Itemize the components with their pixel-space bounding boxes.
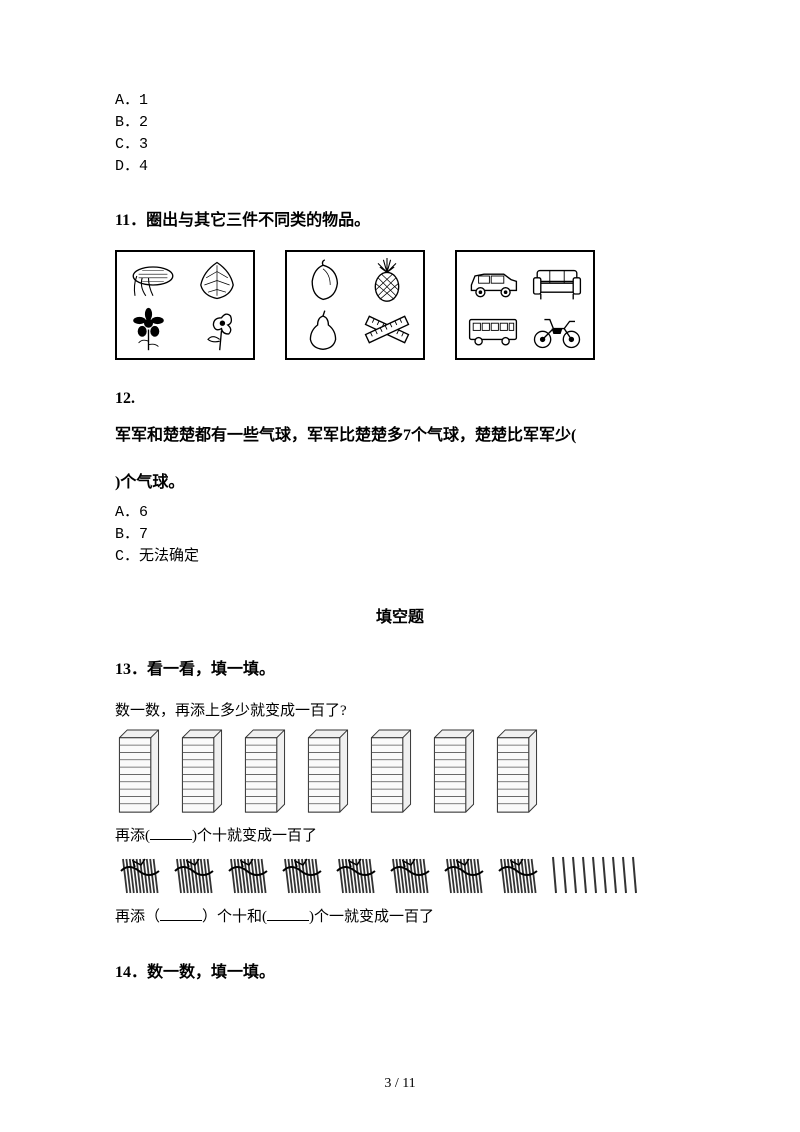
ten-block bbox=[367, 728, 415, 816]
sofa-icon bbox=[527, 258, 587, 303]
fill2-prefix: 再添（ bbox=[115, 909, 160, 925]
option-c: C．3 bbox=[115, 134, 685, 156]
stick-bundle bbox=[493, 853, 543, 897]
fill2-mid: ）个十和( bbox=[202, 909, 267, 925]
bus-icon bbox=[463, 307, 523, 352]
image-box-3 bbox=[455, 250, 595, 360]
flower-icon bbox=[123, 307, 183, 352]
stick-bundle bbox=[115, 853, 165, 897]
motorcycle-icon bbox=[527, 307, 587, 352]
single-sticks bbox=[547, 853, 647, 897]
stick-bundle bbox=[169, 853, 219, 897]
blank-1[interactable] bbox=[150, 826, 192, 840]
ten-block bbox=[115, 728, 163, 816]
blocks-row bbox=[115, 728, 685, 816]
mango-icon bbox=[293, 258, 353, 303]
fill2-suffix: )个一就变成一百了 bbox=[309, 909, 434, 925]
ten-block bbox=[304, 728, 352, 816]
q13-fill2: 再添（ ）个十和( )个一就变成一百了 bbox=[115, 905, 685, 926]
option-b: B．2 bbox=[115, 112, 685, 134]
rulers-icon bbox=[357, 307, 417, 352]
fill1-prefix: 再添( bbox=[115, 828, 150, 844]
leaf-icon bbox=[187, 258, 247, 303]
q11-images bbox=[115, 250, 685, 360]
ten-block bbox=[241, 728, 289, 816]
q11-title: 11．圈出与其它三件不同类的物品。 bbox=[115, 206, 685, 230]
stick-bundle bbox=[439, 853, 489, 897]
option-a: A．1 bbox=[115, 90, 685, 112]
image-box-2 bbox=[285, 250, 425, 360]
blank-2[interactable] bbox=[160, 907, 202, 921]
car-icon bbox=[463, 258, 523, 303]
blank-3[interactable] bbox=[267, 907, 309, 921]
q12-text1: 军军和楚楚都有一些气球，军军比楚楚多7个气球，楚楚比军军少( bbox=[115, 418, 685, 455]
flower2-icon bbox=[187, 307, 247, 352]
ten-block bbox=[493, 728, 541, 816]
q13-fill1: 再添( )个十就变成一百了 bbox=[115, 824, 685, 845]
fill-section-heading: 填空题 bbox=[115, 603, 685, 627]
pear-icon bbox=[293, 307, 353, 352]
q12-option-c: C．无法确定 bbox=[115, 546, 685, 568]
ten-block bbox=[178, 728, 226, 816]
corn-icon bbox=[123, 258, 183, 303]
stick-bundle bbox=[277, 853, 327, 897]
sticks-row bbox=[115, 853, 685, 897]
q12-text2: )个气球。 bbox=[115, 465, 685, 502]
q13-subtext: 数一数，再添上多少就变成一百了? bbox=[115, 699, 685, 720]
fill1-suffix: )个十就变成一百了 bbox=[192, 828, 317, 844]
stick-bundle bbox=[385, 853, 435, 897]
q13-title: 13．看一看，填一填。 bbox=[115, 655, 685, 679]
page-number: 3 / 11 bbox=[0, 1076, 800, 1092]
q12-option-a: A．6 bbox=[115, 502, 685, 524]
q12-number: 12. bbox=[115, 390, 685, 408]
q14-title: 14．数一数，填一填。 bbox=[115, 958, 685, 982]
option-d: D．4 bbox=[115, 156, 685, 178]
stick-bundle bbox=[223, 853, 273, 897]
q12-option-b: B．7 bbox=[115, 524, 685, 546]
image-box-1 bbox=[115, 250, 255, 360]
ten-block bbox=[430, 728, 478, 816]
pineapple-icon bbox=[357, 258, 417, 303]
stick-bundle bbox=[331, 853, 381, 897]
